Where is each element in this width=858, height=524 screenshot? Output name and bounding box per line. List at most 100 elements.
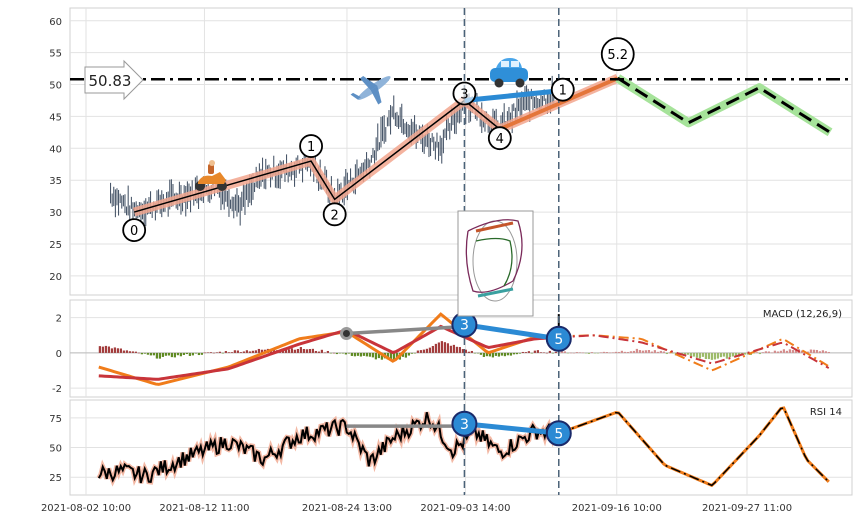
macd-histogram-bar <box>248 351 251 353</box>
macd-histogram-bar <box>299 347 302 353</box>
price-y-tick: 25 <box>49 240 62 251</box>
macd-histogram-bar <box>638 350 641 353</box>
macd-histogram-bar <box>821 350 824 353</box>
macd-histogram-bar <box>527 351 530 353</box>
macd-histogram-bar <box>524 352 527 353</box>
macd-histogram-bar <box>662 351 665 353</box>
macd-histogram-bar <box>608 352 611 354</box>
macd-histogram-bar <box>593 352 596 354</box>
macd-histogram-bar <box>101 346 104 353</box>
macd-histogram-bar <box>446 343 449 353</box>
price-overlays <box>70 74 852 217</box>
indicator-marker <box>545 325 572 352</box>
macd-histogram-bar <box>236 350 239 353</box>
price-y-tick: 40 <box>49 144 62 155</box>
macd-histogram-bar <box>113 347 116 353</box>
airplane-icon <box>350 76 391 105</box>
scooter-icon <box>195 160 227 191</box>
car-icon <box>490 58 528 88</box>
macd-histogram-bar <box>104 345 107 353</box>
macd-histogram-bar <box>323 352 326 354</box>
macd-histogram-bar <box>611 352 614 353</box>
macd-histogram-bar <box>710 352 713 360</box>
macd-histogram-bar <box>560 350 563 353</box>
macd-histogram-bar <box>320 349 323 353</box>
macd-histogram-bar <box>251 350 254 353</box>
macd-histogram-bar <box>437 342 440 353</box>
macd-histogram-bar <box>770 352 773 354</box>
macd-histogram-bar <box>626 351 629 353</box>
macd-histogram-bar <box>119 348 122 353</box>
macd-histogram-bar <box>575 352 578 353</box>
macd-histogram-bar <box>209 352 212 353</box>
macd-histogram-bar <box>590 352 593 353</box>
macd-histogram-bar <box>641 350 644 353</box>
x-tick: 2021-09-27 11:00 <box>702 503 792 514</box>
macd-histogram-bar <box>179 352 182 357</box>
macd-histogram-bar <box>158 352 161 359</box>
macd-histogram-bar <box>449 345 452 353</box>
macd-histogram-bar <box>509 352 512 356</box>
macd-histogram-bar <box>497 352 500 357</box>
macd-histogram-bar <box>98 346 101 353</box>
macd-histogram-bar <box>146 352 149 355</box>
signal-line <box>98 324 558 381</box>
macd-histogram-bar <box>410 352 413 354</box>
level-value: 50.83 <box>89 72 132 90</box>
macd-histogram-bar <box>125 350 128 353</box>
macd-histogram-bar <box>389 352 392 360</box>
macd-histogram-bar <box>413 352 416 354</box>
indicator-marker-label: 3 <box>460 318 469 334</box>
macd-divergence-line <box>464 322 560 342</box>
wave-labels: 0 1 2 3 4 1 5.2 3 5 3 5 <box>122 37 635 447</box>
macd-histogram-bar <box>635 348 638 353</box>
macd-histogram-bar <box>110 348 113 353</box>
macd-histogram-bar <box>461 349 464 353</box>
macd-histogram-bar <box>416 350 419 353</box>
macd-histogram-bar <box>572 352 575 354</box>
wave-marker <box>122 218 147 242</box>
macd-histogram-bar <box>602 351 605 353</box>
macd-histogram-bar <box>260 349 263 353</box>
macd-histogram-bar <box>422 349 425 353</box>
macd-histogram-bar <box>758 352 761 355</box>
macd-histogram-bar <box>371 352 374 358</box>
macd-histogram-bar <box>698 352 701 359</box>
macd-histogram-bar <box>233 350 236 353</box>
macd-histogram-bar <box>779 350 782 353</box>
macd-histogram-bar <box>647 350 650 353</box>
macd-histogram-bar <box>254 350 257 353</box>
macd-histogram-bar <box>215 352 218 353</box>
wave-label: 3 <box>460 87 468 102</box>
pattern-thumbnail <box>457 210 534 317</box>
macd-overlays <box>70 312 852 386</box>
projection-channel <box>615 74 833 137</box>
x-tick: 2021-08-02 10:00 <box>41 503 131 514</box>
macd-histogram-bar <box>143 352 146 354</box>
price-y-tick: 50 <box>49 81 62 92</box>
wave-marker <box>452 81 477 106</box>
macd-histogram-bar <box>596 352 599 354</box>
macd-histogram-bar <box>311 348 314 353</box>
macd-histogram-bar <box>755 352 758 353</box>
macd-histogram-bar <box>149 352 152 356</box>
macd-histogram-bar <box>227 352 230 353</box>
macd-histogram-bar <box>308 349 311 353</box>
x-tick: 2021-08-24 13:00 <box>302 503 392 514</box>
macd-histogram-bar <box>440 341 443 353</box>
rsi-projection <box>558 407 830 487</box>
macd-histogram-bar <box>632 350 635 353</box>
macd-histogram-bar <box>173 352 176 358</box>
macd-histogram-bar <box>170 352 173 358</box>
macd-histogram-bar <box>206 352 209 353</box>
wave-marker <box>550 77 575 102</box>
macd-histogram-bar <box>620 350 623 353</box>
macd-histogram-bar <box>500 352 503 356</box>
macd-histogram-bar <box>392 352 395 361</box>
macd-histogram-bar <box>485 352 488 357</box>
macd-histogram-bar <box>653 350 656 353</box>
macd-histogram-bar <box>443 342 446 353</box>
macd-histogram-bar <box>476 352 479 354</box>
level-arrow: 50.83 <box>84 59 144 101</box>
